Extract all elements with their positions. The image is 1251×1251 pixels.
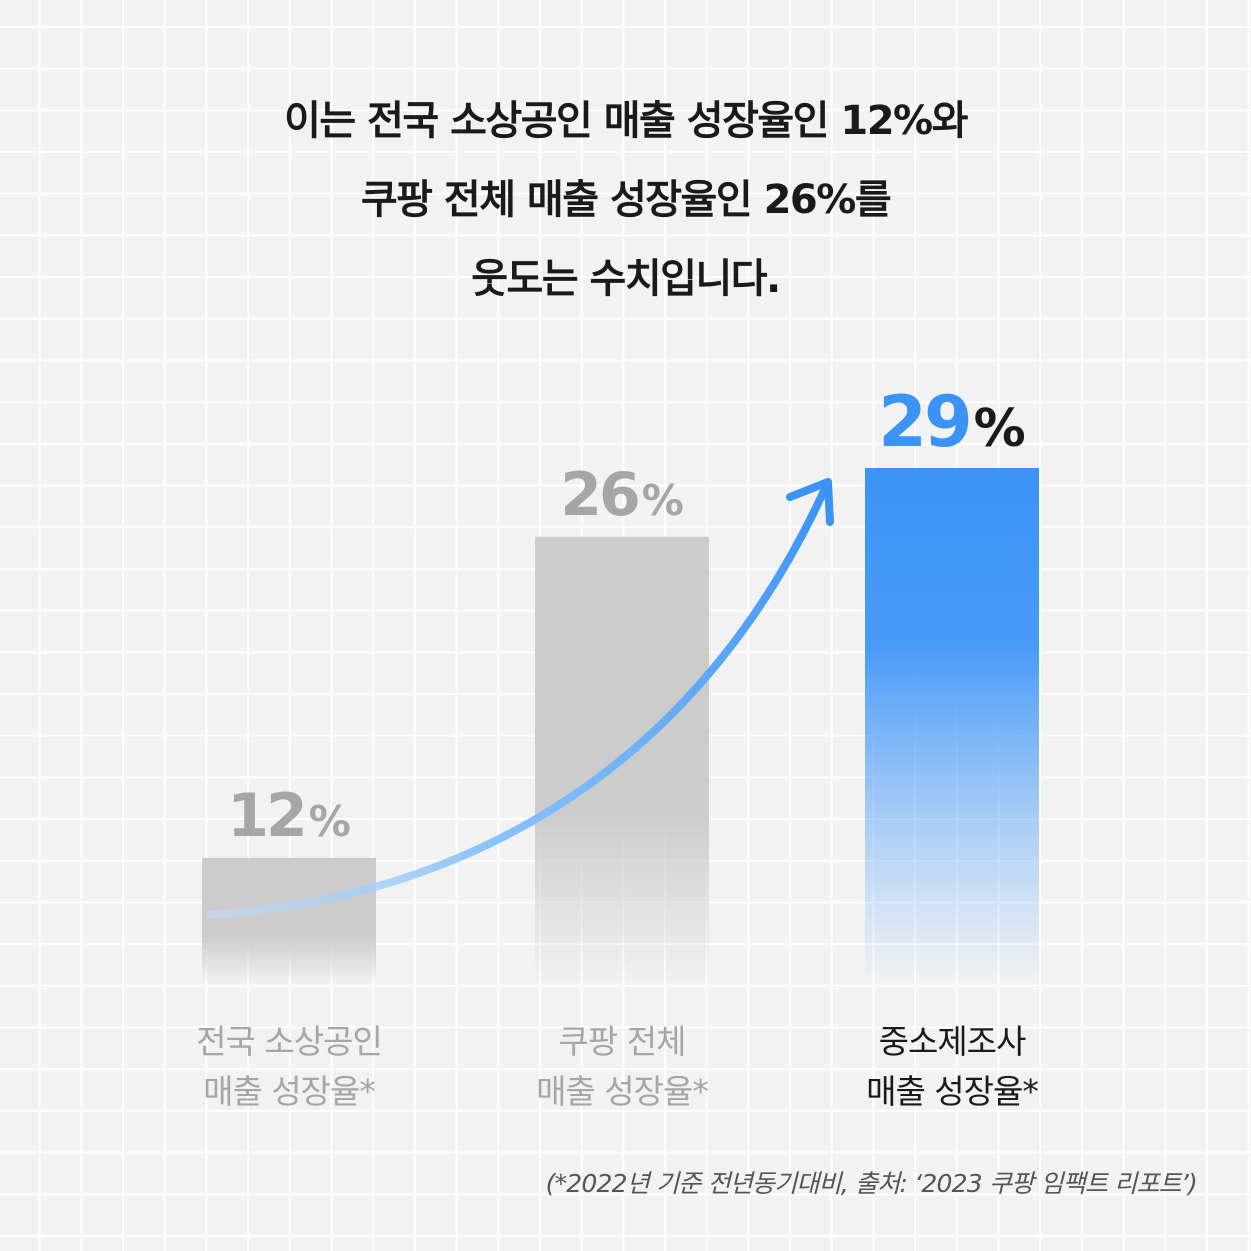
headline-line-3: 웃도는 수치입니다. xyxy=(471,256,781,302)
category-label-1-line-2: 매출 성장율* xyxy=(203,1072,375,1111)
bars xyxy=(202,468,1039,985)
value-label-1: 12% xyxy=(227,781,351,851)
trend-arrow-line xyxy=(206,478,832,919)
source-note: (*2022년 기준 전년동기대비, 출처: ‘2023 쿠팡 임팩트 리포트’… xyxy=(545,1169,1198,1198)
headline-line-1: 이는 전국 소상공인 매출 성장율인 12%와 xyxy=(284,98,968,144)
value-label-3: 29% xyxy=(878,381,1026,463)
category-label-3-line-1: 중소제조사 xyxy=(879,1022,1026,1061)
trend-arrow-head xyxy=(786,478,834,526)
category-label-2-line-2: 매출 성장율* xyxy=(536,1072,708,1111)
bar-3 xyxy=(865,468,1039,985)
bar-1 xyxy=(202,857,376,985)
category-label-1-line-1: 전국 소상공인 xyxy=(196,1022,382,1061)
headline: 이는 전국 소상공인 매출 성장율인 12%와 쿠팡 전체 매출 성장율인 26… xyxy=(0,82,1251,319)
value-label-2: 26% xyxy=(560,460,684,530)
category-label-2-line-1: 쿠팡 전체 xyxy=(559,1022,686,1061)
category-label-3-line-2: 매출 성장율* xyxy=(866,1072,1038,1111)
trend-arrow xyxy=(206,478,834,919)
headline-line-2: 쿠팡 전체 매출 성장율인 26%를 xyxy=(360,177,892,223)
value-labels: 12% 26% 29% xyxy=(227,381,1026,851)
